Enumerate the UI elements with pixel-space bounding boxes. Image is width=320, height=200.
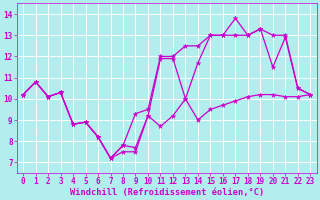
X-axis label: Windchill (Refroidissement éolien,°C): Windchill (Refroidissement éolien,°C) xyxy=(69,188,264,197)
